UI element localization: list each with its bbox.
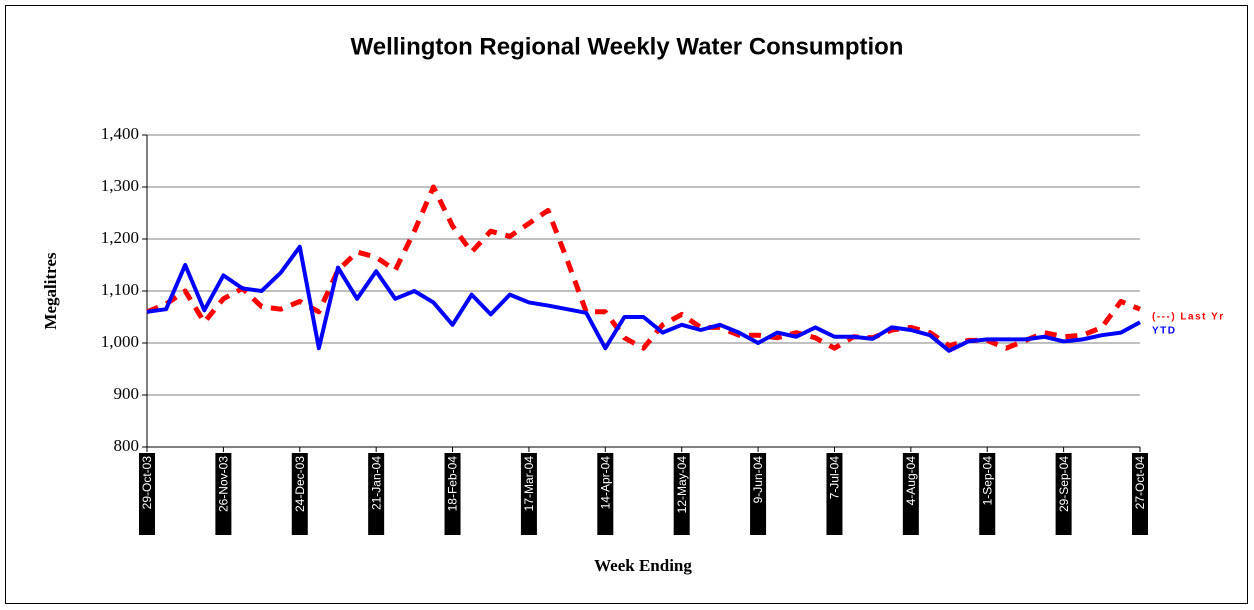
x-tick-label-bg [673,453,690,535]
y-tick-label: 1,100 [101,280,139,299]
x-tick-label: 14-Apr-04 [598,456,612,510]
x-tick-label: 26-Nov-03 [217,456,231,512]
y-tick-label: 1,000 [101,332,139,351]
x-tick-group: 17-Mar-04 [520,453,537,535]
legend-entry: (---) Last Yr [1152,312,1225,323]
x-tick-label: 27-Oct-04 [1133,456,1147,510]
x-tick-label: 24-Dec-03 [293,456,307,512]
x-tick-group: 26-Nov-03 [215,453,232,535]
x-tick-group: 27-Oct-04 [1132,453,1148,535]
x-tick-label: 9-Jun-04 [751,456,765,504]
y-axis-label: Megalitres [41,252,60,329]
x-tick-group: 21-Jan-04 [368,453,385,535]
series-line [146,244,1141,353]
x-tick-label-bg [902,453,919,535]
x-tick-group: 9-Jun-04 [750,453,767,535]
x-tick-label-bg [1132,453,1148,535]
x-tick-label-bg [826,453,843,535]
x-tick-group: 4-Aug-04 [902,453,919,535]
y-tick-label: 1,200 [101,228,139,247]
x-tick-label-bg [1055,453,1072,535]
x-tick-group: 1-Sep-04 [979,453,996,535]
x-tick-label: 17-Mar-04 [522,456,536,512]
x-tick-group: 29-Sep-04 [1055,453,1072,535]
x-tick-label: 1-Sep-04 [980,456,994,506]
x-tick-group: 29-Oct-03 [139,453,155,535]
x-tick-label: 18-Feb-04 [446,456,460,512]
x-tick-label: 21-Jan-04 [369,456,383,510]
y-tick-label: 800 [114,436,140,455]
x-tick-label-bg [444,453,461,535]
x-tick-label-bg [368,453,385,535]
y-tick-label: 900 [114,384,140,403]
x-tick-group: 12-May-04 [673,453,690,535]
x-tick-group: 24-Dec-03 [291,453,308,535]
x-tick-label-bg [291,453,308,535]
x-tick-label-bg [750,453,767,535]
x-tick-label: 12-May-04 [675,456,689,514]
x-tick-label: 7-Jul-04 [828,456,842,500]
y-tick-label: 1,300 [101,176,139,195]
x-tick-label: 4-Aug-04 [904,456,918,506]
x-tick-label: 29-Oct-03 [140,456,154,510]
x-tick-group: 14-Apr-04 [597,453,614,535]
x-tick-label-bg [979,453,996,535]
x-tick-label-bg [139,453,155,535]
x-axis-label: Week Ending [594,556,692,575]
x-tick-group: 7-Jul-04 [826,453,843,535]
x-tick-label-bg [520,453,537,535]
x-tick-label-bg [215,453,232,535]
x-tick-label-bg [597,453,614,535]
x-tick-group: 18-Feb-04 [444,453,461,535]
chart-border [5,5,1248,604]
x-tick-label: 29-Sep-04 [1057,456,1071,512]
chart-title: Wellington Regional Weekly Water Consump… [351,33,904,60]
y-tick-label: 1,400 [101,124,139,143]
legend-entry: YTD [1152,326,1177,337]
